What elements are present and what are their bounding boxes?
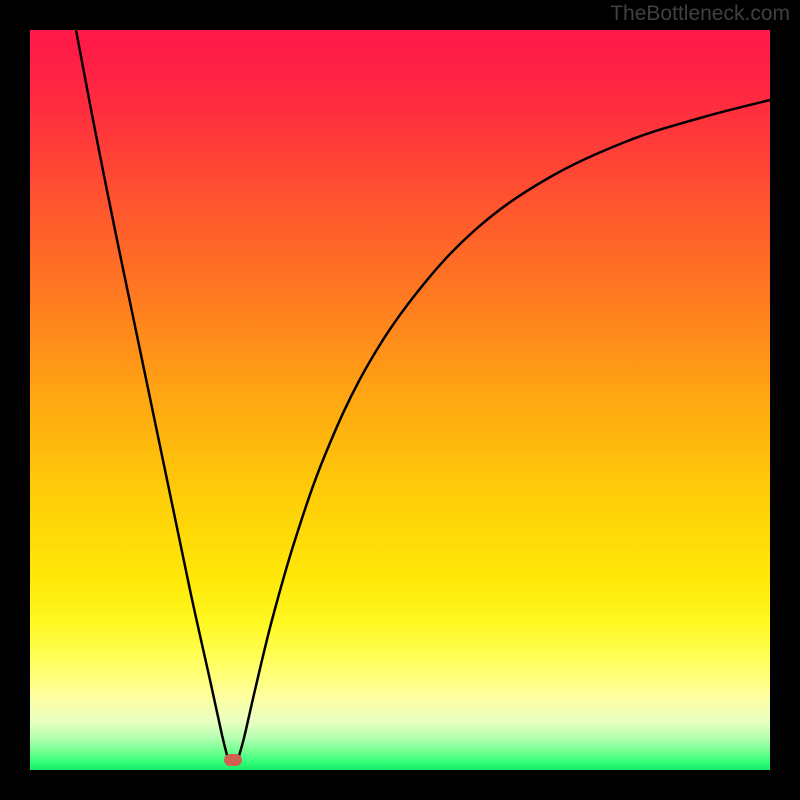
chart-svg — [0, 0, 800, 800]
watermark-text: TheBottleneck.com — [610, 2, 790, 26]
bottleneck-chart: TheBottleneck.com — [0, 0, 800, 800]
plot-background — [30, 30, 770, 770]
optimal-marker — [224, 754, 242, 766]
